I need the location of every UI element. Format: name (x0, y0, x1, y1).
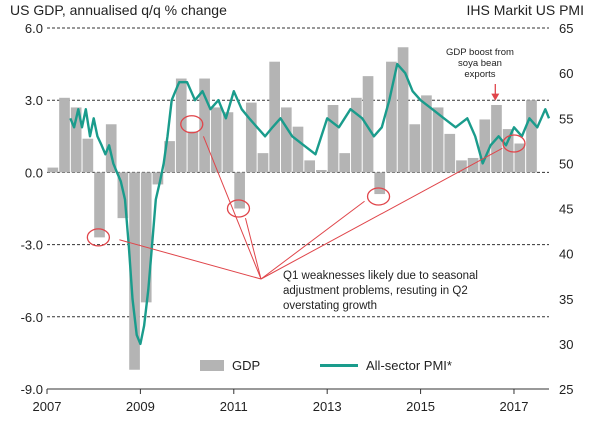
pmi-line-group (69, 62, 551, 346)
gdp-bar (397, 47, 409, 173)
gdp-bars (47, 47, 537, 370)
gdp-bar (222, 112, 234, 173)
gdp-bar (234, 172, 245, 209)
left-tick-label: -9.0 (21, 382, 43, 397)
left-axis-title: US GDP, annualised q/q % change (10, 2, 227, 18)
callout-line: adjustment problems, resuting in Q2 (283, 285, 468, 297)
gdp-bar (164, 141, 175, 173)
left-tick-label: 3.0 (25, 93, 43, 108)
gdp-bar (105, 124, 117, 173)
gdp-bar (152, 172, 164, 185)
legend-gdp-label: GDP (232, 358, 261, 373)
gdp-bar (82, 138, 94, 173)
boost-arrow-head (491, 93, 500, 101)
gdp-bar (316, 169, 327, 173)
gdp-bar (269, 61, 280, 173)
callout-pointer (202, 136, 262, 280)
gdp-bar (257, 153, 269, 173)
annotation-circle (366, 187, 391, 206)
x-tick-label: 2009 (126, 399, 155, 414)
left-tick-label: -3.0 (21, 238, 43, 253)
gdp-bar (339, 153, 351, 173)
gdp-bar (210, 107, 222, 173)
callout-pointer (260, 200, 365, 280)
x-tick-label: 2017 (500, 399, 529, 414)
gdp-bar (351, 97, 362, 173)
gdp-bar (432, 107, 444, 173)
gdp-bar (280, 107, 292, 173)
right-tick-label: 25 (559, 382, 573, 397)
annotation-circle (180, 115, 204, 134)
axes: -9.0 -6.0 -3.0 0.0 3.0 6.0 25 30 35 40 45 50 55 60 65 2… (21, 21, 574, 414)
gdp-bar (514, 143, 526, 173)
x-tick-label: 2007 (33, 399, 62, 414)
gdp-bar (292, 126, 304, 173)
annotation-circle (226, 199, 251, 218)
right-tick-label: 45 (559, 202, 573, 217)
left-tick-label: 0.0 (25, 165, 43, 180)
gdp-swatch (200, 360, 224, 371)
boost-line: soya bean (458, 58, 502, 69)
callout-line: overstating growth (283, 300, 377, 312)
annotation-marks (86, 84, 526, 280)
gdp-bar (479, 119, 491, 173)
gdp-bar (362, 76, 374, 173)
gdp-bar (129, 172, 140, 370)
right-tick-label: 55 (559, 111, 573, 126)
left-tick-label: -6.0 (21, 310, 43, 325)
pmi-swatch (320, 364, 358, 367)
gdp-bar (467, 157, 479, 173)
right-tick-label: 60 (559, 66, 573, 81)
callout-pointer (260, 147, 503, 280)
gdp-bar (327, 105, 339, 173)
boost-line: exports (464, 69, 496, 80)
gdp-bar (444, 133, 456, 173)
gdp-bar (304, 160, 316, 173)
right-tick-label: 40 (559, 247, 573, 262)
boost-line: GDP boost from (446, 47, 514, 58)
callout-line: Q1 weaknesses likely due to seasonal (283, 270, 478, 282)
gdp-bar (59, 97, 70, 173)
gdp-bar (421, 95, 432, 173)
q1-weakness-callout: Q1 weaknesses likely due to seasonal adj… (283, 269, 478, 314)
gdp-bar (140, 172, 152, 303)
gdp-bar (526, 100, 537, 173)
annotation-circle (502, 134, 526, 153)
right-tick-label: 65 (559, 21, 573, 36)
gdp-bar (70, 107, 82, 173)
x-tick-label: 2013 (313, 399, 342, 414)
gdp-bar (187, 131, 199, 173)
x-tick-label: 2011 (220, 399, 248, 414)
gdp-bar (245, 102, 257, 173)
x-tick-label: 2015 (406, 399, 435, 414)
right-axis-title: IHS Markit US PMI (466, 2, 584, 18)
gdp-bar (94, 172, 105, 238)
legend-pmi-label: All-sector PMI* (366, 358, 452, 373)
right-tick-label: 30 (559, 337, 573, 352)
callout-pointer (119, 239, 262, 280)
gdp-bar (409, 124, 421, 173)
callout-pointer (244, 218, 262, 280)
gdp-bar (199, 78, 210, 173)
gdp-bar (386, 61, 397, 173)
right-tick-label: 35 (559, 292, 573, 307)
gdp-bar (374, 172, 386, 195)
pmi-line (69, 62, 551, 346)
left-tick-label: 6.0 (25, 21, 43, 36)
right-tick-label: 50 (559, 156, 573, 171)
legend-gdp: GDP (200, 358, 260, 373)
soya-boost-note: GDP boost from soya bean exports (446, 47, 514, 80)
legend-pmi: All-sector PMI* (320, 358, 452, 373)
gdp-bar (47, 167, 59, 173)
gdp-bar (456, 160, 467, 173)
annotation-circle (86, 228, 111, 247)
